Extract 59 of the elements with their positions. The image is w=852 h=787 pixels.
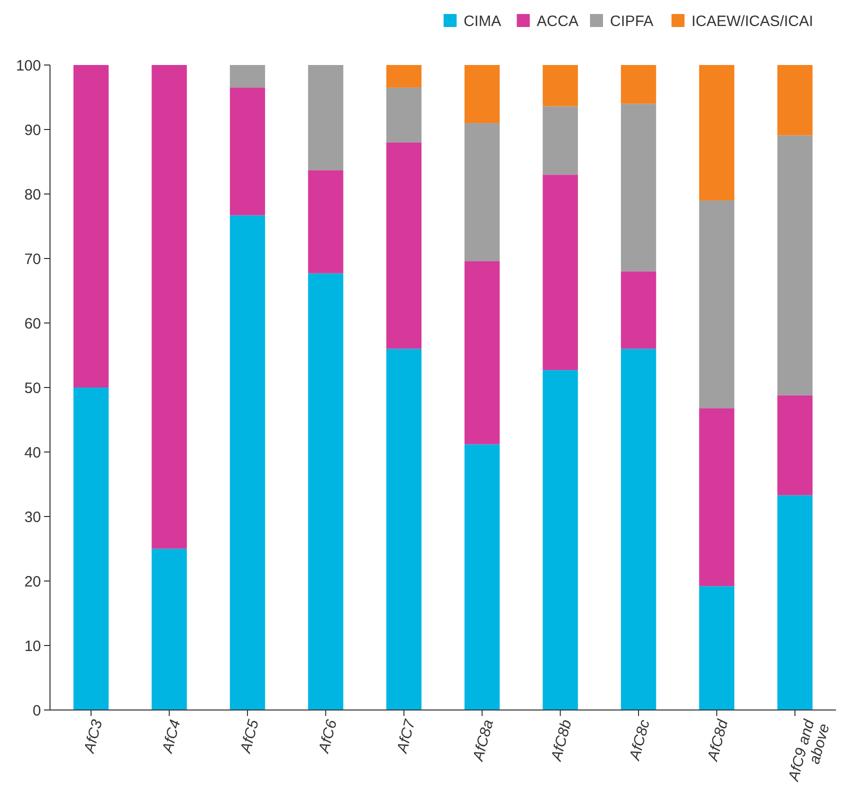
bar bbox=[620, 271, 656, 349]
bar bbox=[152, 65, 187, 549]
bar bbox=[386, 348, 422, 710]
bar bbox=[699, 586, 734, 710]
x-tick-label: AfC8c bbox=[626, 718, 654, 763]
bar bbox=[386, 88, 422, 142]
x-tick-label: AfC6 bbox=[315, 717, 341, 756]
bar bbox=[308, 65, 344, 170]
bar bbox=[542, 370, 578, 710]
bar bbox=[777, 65, 813, 136]
bar bbox=[464, 261, 500, 444]
bar bbox=[777, 395, 813, 496]
bar bbox=[542, 174, 578, 370]
y-tick-label: 0 bbox=[32, 702, 41, 720]
bar bbox=[152, 548, 187, 710]
y-tick-label: 50 bbox=[24, 380, 41, 397]
bar bbox=[464, 444, 500, 710]
bar bbox=[620, 65, 656, 104]
x-tick-label: AfC8d bbox=[704, 717, 732, 764]
y-tick-label: 10 bbox=[24, 638, 41, 655]
y-tick-label: 80 bbox=[24, 186, 41, 204]
x-tick-label: AfC8a bbox=[470, 718, 498, 764]
y-tick-label: 70 bbox=[24, 250, 41, 268]
bar bbox=[73, 65, 109, 388]
x-tick-label: AfC9 and above bbox=[785, 717, 834, 784]
y-tick-label: 100 bbox=[16, 57, 41, 74]
x-tick-label: AfC7 bbox=[394, 717, 419, 756]
legend-label: ACCA bbox=[536, 13, 578, 30]
y-tick-label: 40 bbox=[24, 444, 41, 462]
bar bbox=[542, 65, 578, 106]
bar bbox=[542, 106, 578, 175]
bar bbox=[464, 123, 500, 262]
y-tick-label: 30 bbox=[24, 508, 41, 526]
bar bbox=[386, 142, 422, 349]
bar bbox=[620, 104, 656, 272]
x-tick-label: AfC8b bbox=[548, 718, 576, 764]
x-tick-label: AfC5 bbox=[237, 717, 263, 756]
y-tick-label: 90 bbox=[24, 122, 41, 139]
x-tick-label: AfC3 bbox=[80, 717, 106, 756]
bar bbox=[230, 215, 266, 710]
legend-label: CIPFA bbox=[610, 13, 654, 30]
bar bbox=[620, 348, 656, 710]
bar bbox=[777, 135, 813, 396]
bar bbox=[230, 88, 266, 216]
y-tick-label: 60 bbox=[24, 315, 41, 332]
bar bbox=[308, 170, 344, 274]
bar bbox=[73, 388, 109, 710]
bar bbox=[464, 65, 500, 124]
bar bbox=[386, 65, 422, 88]
bar bbox=[308, 273, 344, 710]
legend-label: CIMA bbox=[464, 13, 502, 30]
legend-label: ICAEW/ICAS/ICAI bbox=[692, 13, 814, 30]
bar bbox=[230, 65, 266, 88]
bar bbox=[699, 408, 734, 586]
y-tick-label: 20 bbox=[24, 573, 41, 590]
bar bbox=[699, 200, 734, 408]
x-tick-label: AfC4 bbox=[158, 718, 184, 756]
bar bbox=[777, 495, 813, 710]
bar bbox=[699, 65, 734, 200]
